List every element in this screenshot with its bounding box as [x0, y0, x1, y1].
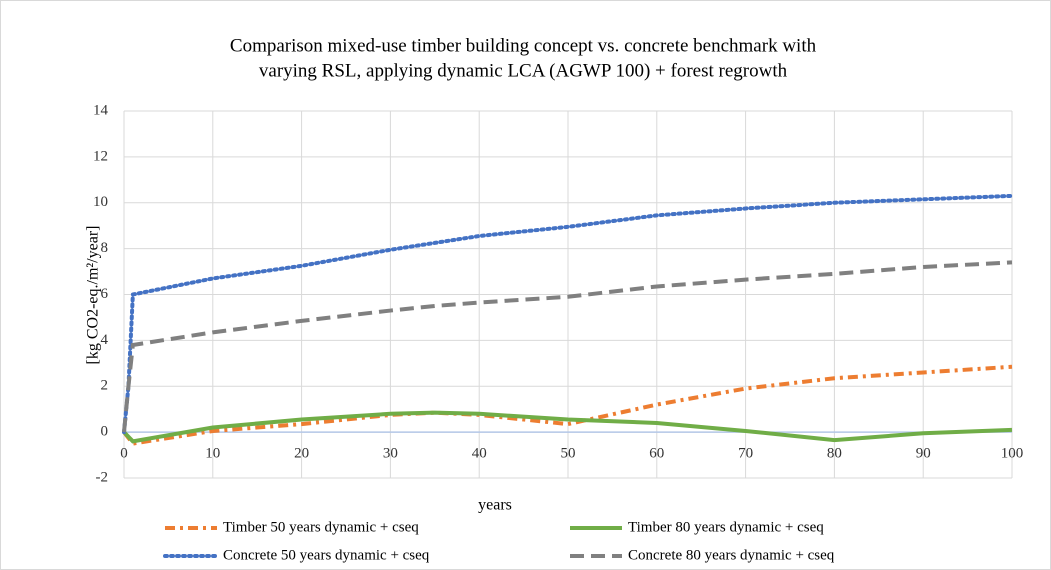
legend-label: Timber 50 years dynamic + cseq: [223, 519, 419, 535]
x-tick-label: 90: [916, 446, 931, 462]
legend-label: Concrete 50 years dynamic + cseq: [223, 547, 430, 563]
x-tick-label: 50: [561, 446, 576, 462]
series-line: [122, 410, 1013, 444]
legend-label: Timber 80 years dynamic + cseq: [628, 519, 824, 535]
y-tick-label: 2: [101, 378, 109, 394]
y-tick-label: 8: [101, 240, 109, 256]
series-line: [122, 260, 1013, 433]
x-tick-label: 40: [472, 446, 487, 462]
chart-title: varying RSL, applying dynamic LCA (AGWP …: [259, 60, 788, 81]
chart-title: Comparison mixed-use timber building con…: [230, 35, 817, 56]
y-tick-label: -2: [96, 469, 109, 485]
x-tick-label: 20: [294, 446, 309, 462]
x-tick-label: 70: [738, 446, 753, 462]
legend-label: Concrete 80 years dynamic + cseq: [628, 547, 835, 563]
series-line: [122, 364, 1013, 446]
x-tick-label: 10: [205, 446, 220, 462]
y-tick-label: 10: [93, 194, 108, 210]
x-tick-label: 0: [120, 446, 128, 462]
y-tick-label: 14: [93, 102, 109, 118]
y-tick-label: 4: [101, 332, 109, 348]
y-tick-label: 12: [93, 148, 108, 164]
series-line: [122, 193, 1014, 435]
y-tick-label: 0: [101, 424, 109, 440]
x-tick-label: 60: [649, 446, 664, 462]
y-axis-label: [kg CO2-eq./m²/year]: [85, 226, 102, 365]
x-tick-label: 100: [1001, 446, 1024, 462]
x-tick-label: 30: [383, 446, 398, 462]
y-tick-label: 6: [101, 286, 109, 302]
x-tick-label: 80: [827, 446, 842, 462]
x-axis-label: years: [478, 497, 512, 514]
